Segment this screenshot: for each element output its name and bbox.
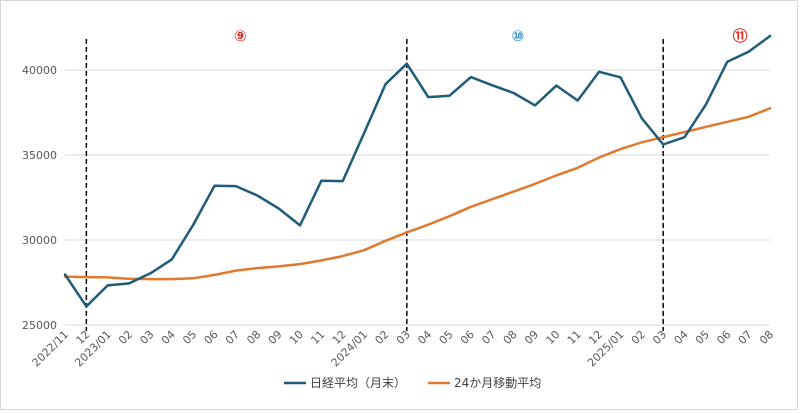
x-tick-label: 06 <box>714 328 733 347</box>
x-tick-label: 10 <box>543 328 562 347</box>
gridlines <box>65 69 770 326</box>
x-tick-label: 06 <box>458 328 477 347</box>
legend-label: 日経平均（月末） <box>310 376 406 390</box>
x-tick-label: 10 <box>287 328 306 347</box>
x-tick-label: 05 <box>437 328 456 347</box>
y-tick-label: 25000 <box>22 319 57 332</box>
legend: 日経平均（月末） 24か月移動平均 <box>284 376 541 390</box>
x-tick-label: 02 <box>372 328 391 347</box>
x-tick-label: 04 <box>415 328 434 347</box>
x-tick-label: 03 <box>137 328 156 347</box>
x-tick-label: 06 <box>202 328 221 347</box>
x-tick-label: 07 <box>479 328 498 347</box>
x-tick-label: 2022/11 <box>30 328 72 370</box>
x-tick-label: 07 <box>736 328 755 347</box>
y-tick-label: 35000 <box>22 149 57 162</box>
x-tick-label: 09 <box>522 328 541 347</box>
x-tick-label: 08 <box>244 328 263 347</box>
x-tick-label: 02 <box>116 328 135 347</box>
series-line <box>63 34 772 308</box>
event-label: ⑪ <box>733 27 748 45</box>
x-tick-label: 02 <box>629 328 648 347</box>
y-axis: 25000 30000 35000 40000 <box>22 64 57 332</box>
series-lines <box>63 34 772 308</box>
x-tick-label: 04 <box>672 328 691 347</box>
y-tick-label: 30000 <box>22 234 57 247</box>
x-tick-label: 09 <box>266 328 285 347</box>
x-tick-label: 08 <box>501 328 520 347</box>
y-tick-label: 40000 <box>22 64 57 77</box>
x-tick-label: 05 <box>180 328 199 347</box>
x-tick-label: 04 <box>159 328 178 347</box>
x-tick-label: 11 <box>308 328 327 347</box>
x-tick-label: 03 <box>394 328 413 347</box>
legend-label: 24か月移動平均 <box>454 376 541 390</box>
x-tick-label: 08 <box>757 328 776 347</box>
series-line <box>63 107 772 281</box>
x-tick-label: 03 <box>650 328 669 347</box>
event-label: ⑩ <box>512 27 525 45</box>
x-tick-label: 11 <box>565 328 584 347</box>
event-lines: ⑨ ⑩ ⑪ <box>85 27 748 331</box>
x-tick-label: 07 <box>223 328 242 347</box>
event-label: ⑨ <box>234 27 247 45</box>
x-tick-label: 05 <box>693 328 712 347</box>
